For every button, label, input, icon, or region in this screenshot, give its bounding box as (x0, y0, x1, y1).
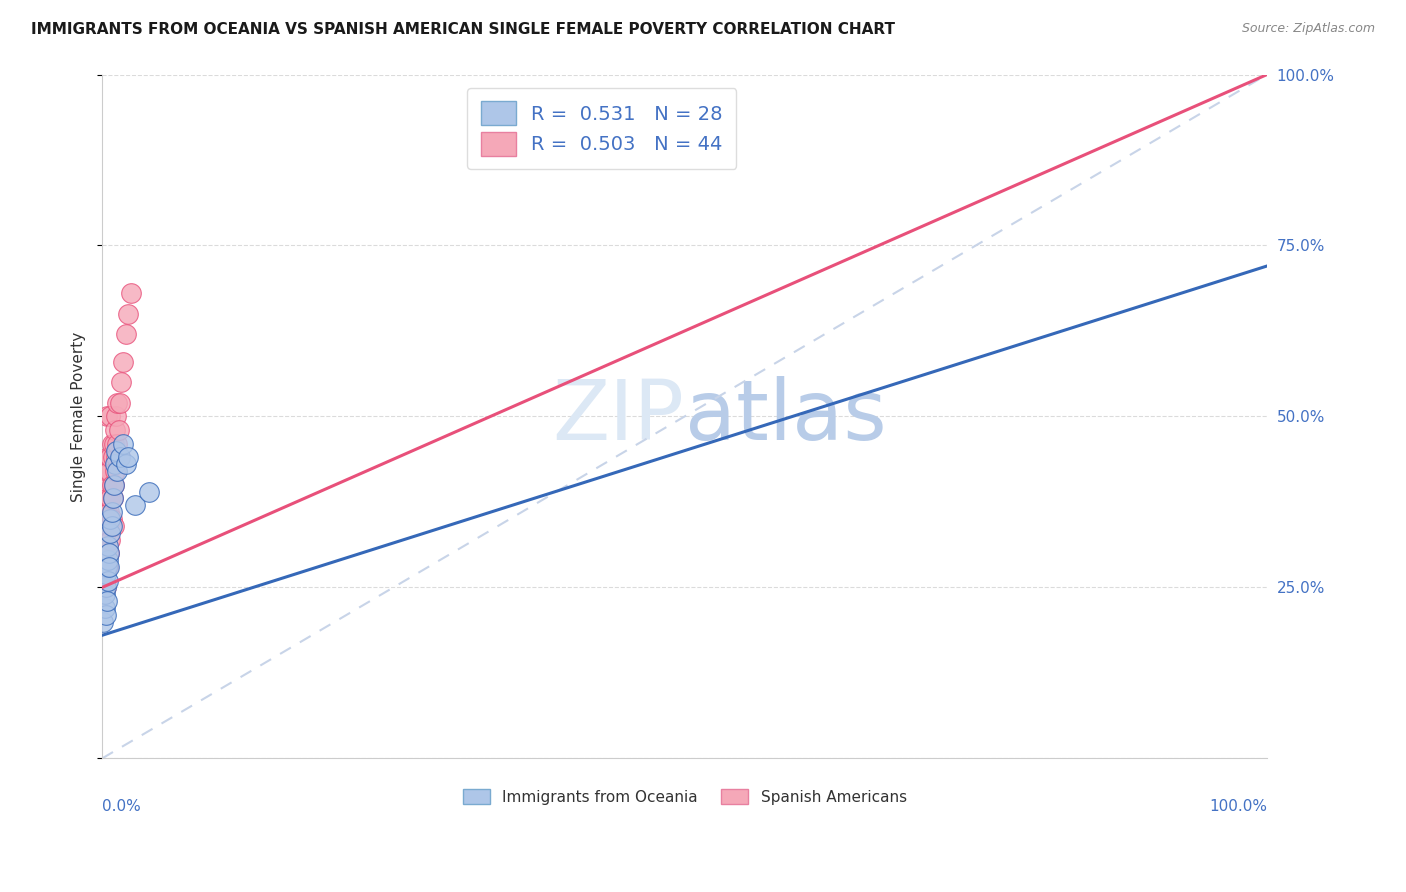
Y-axis label: Single Female Poverty: Single Female Poverty (72, 331, 86, 501)
Point (94, 478, 117, 492)
Point (120, 286, 142, 301)
Point (94, 525, 117, 540)
Point (93, 601, 115, 615)
Point (103, 478, 125, 492)
Point (97, 491, 120, 506)
Point (108, 396, 131, 410)
Point (97, 553, 120, 567)
Point (107, 423, 129, 437)
Point (105, 437, 128, 451)
Point (117, 450, 139, 465)
Text: 100.0%: 100.0% (1209, 799, 1267, 814)
Point (114, 458, 136, 472)
Point (110, 376, 132, 390)
Point (98, 450, 121, 465)
Point (117, 307, 139, 321)
Point (100, 512, 122, 526)
Point (114, 327, 136, 342)
Point (105, 450, 128, 465)
Text: 0.0%: 0.0% (103, 799, 141, 814)
Point (98, 512, 121, 526)
Point (93, 491, 115, 506)
Point (94, 566, 117, 581)
Point (96, 594, 118, 608)
Point (98, 491, 121, 506)
Point (101, 491, 124, 506)
Legend: Immigrants from Oceania, Spanish Americans: Immigrants from Oceania, Spanish America… (456, 781, 914, 813)
Point (108, 450, 131, 465)
Point (100, 437, 122, 451)
Text: ZIP: ZIP (553, 376, 685, 457)
Point (97, 540, 120, 554)
Point (98, 533, 121, 547)
Point (112, 437, 135, 451)
Text: atlas: atlas (685, 376, 886, 457)
Point (108, 450, 131, 465)
Point (96, 505, 118, 519)
Point (104, 464, 127, 478)
Point (97, 560, 120, 574)
Point (93, 615, 115, 629)
Point (105, 464, 128, 478)
Point (98, 546, 121, 560)
Point (105, 396, 128, 410)
Point (104, 458, 127, 472)
Point (112, 355, 135, 369)
Point (98, 505, 121, 519)
Point (93, 560, 115, 574)
Point (93, 512, 115, 526)
Point (105, 409, 128, 424)
Point (97, 450, 120, 465)
Point (103, 478, 125, 492)
Text: Source: ZipAtlas.com: Source: ZipAtlas.com (1241, 22, 1375, 36)
Point (100, 519, 122, 533)
Point (105, 443, 128, 458)
Point (98, 525, 121, 540)
Point (100, 478, 122, 492)
Point (93, 546, 115, 560)
Point (104, 423, 127, 437)
Point (96, 409, 118, 424)
Point (97, 574, 120, 588)
Point (96, 560, 118, 574)
Point (101, 491, 124, 506)
Point (98, 409, 121, 424)
Point (100, 505, 122, 519)
Point (138, 484, 160, 499)
Point (124, 499, 146, 513)
Point (103, 437, 125, 451)
Point (94, 581, 117, 595)
Point (94, 581, 117, 595)
Point (97, 519, 120, 533)
Point (101, 450, 124, 465)
Point (103, 519, 125, 533)
Point (98, 560, 121, 574)
Point (96, 464, 118, 478)
Point (98, 546, 121, 560)
Text: IMMIGRANTS FROM OCEANIA VS SPANISH AMERICAN SINGLE FEMALE POVERTY CORRELATION CH: IMMIGRANTS FROM OCEANIA VS SPANISH AMERI… (31, 22, 896, 37)
Point (93, 533, 115, 547)
Point (98, 464, 121, 478)
Point (94, 607, 117, 622)
Point (93, 587, 115, 601)
